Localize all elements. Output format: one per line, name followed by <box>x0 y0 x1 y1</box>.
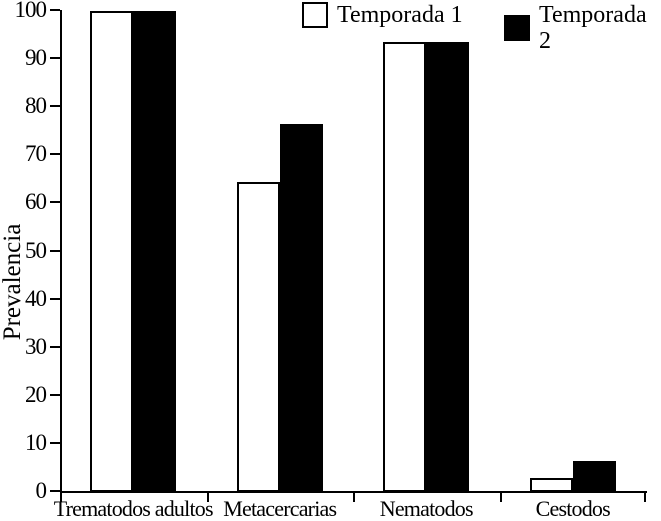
y-axis-tick-label: 40 <box>25 285 47 311</box>
x-axis-category-label: Nematodos <box>379 496 474 521</box>
legend-label-temporada-2: Temporada 2 <box>539 2 647 54</box>
bar-temporada-2-4 <box>572 460 616 492</box>
x-axis-tick <box>353 493 355 502</box>
bar-temporada-2-2 <box>279 124 323 492</box>
x-axis-line <box>60 491 647 493</box>
bar-temporada-2-1 <box>133 11 177 492</box>
y-axis-tick-label: 30 <box>25 333 47 359</box>
y-axis-tick-label: 0 <box>35 478 48 503</box>
y-axis-tick-label: 50 <box>25 237 47 263</box>
x-axis-tick <box>644 493 646 502</box>
legend-swatch-temporada-2 <box>504 15 530 41</box>
y-axis-tick-label: 70 <box>25 141 47 167</box>
y-axis-tick-label: 90 <box>25 45 47 71</box>
legend-item-temporada-1: Temporada 1 <box>302 2 463 28</box>
x-axis-tick <box>60 493 62 502</box>
bar-temporada-2-3 <box>426 42 470 492</box>
y-axis-tick <box>50 105 60 108</box>
y-axis-tick <box>50 249 60 252</box>
x-axis-tick <box>499 493 502 502</box>
legend-swatch-temporada-1 <box>302 2 328 28</box>
bar-temporada-1-2 <box>236 181 280 492</box>
y-axis-tick <box>50 201 60 204</box>
legend-label-temporada-1: Temporada 1 <box>337 2 463 28</box>
x-axis-category-label: Cestodos <box>535 496 611 521</box>
y-axis-tick <box>50 153 60 156</box>
x-axis-tick <box>206 493 209 502</box>
bar-temporada-1-1 <box>90 11 134 492</box>
bar-temporada-1-3 <box>383 42 427 492</box>
legend-item-temporada-2: Temporada 2 <box>504 2 661 54</box>
y-axis-tick <box>50 345 60 348</box>
y-axis-tick <box>50 297 60 300</box>
y-axis-tick-label: 10 <box>25 429 47 455</box>
y-axis-tick <box>50 441 60 444</box>
y-axis-tick <box>50 57 60 60</box>
y-axis-line <box>60 10 62 492</box>
x-axis-category-label: Metacercarias <box>223 496 337 521</box>
y-axis-tick-label: 80 <box>25 93 47 119</box>
y-axis-tick <box>50 9 60 11</box>
x-axis-category-label: Trematodos adultos <box>53 496 214 521</box>
y-axis-tick-label: 100 <box>14 0 48 22</box>
y-axis-tick-label: 20 <box>25 381 47 407</box>
y-axis-tick-label: 60 <box>25 189 47 215</box>
bar-temporada-1-4 <box>529 477 573 492</box>
y-axis-tick <box>50 490 60 492</box>
y-axis-tick <box>50 393 60 396</box>
